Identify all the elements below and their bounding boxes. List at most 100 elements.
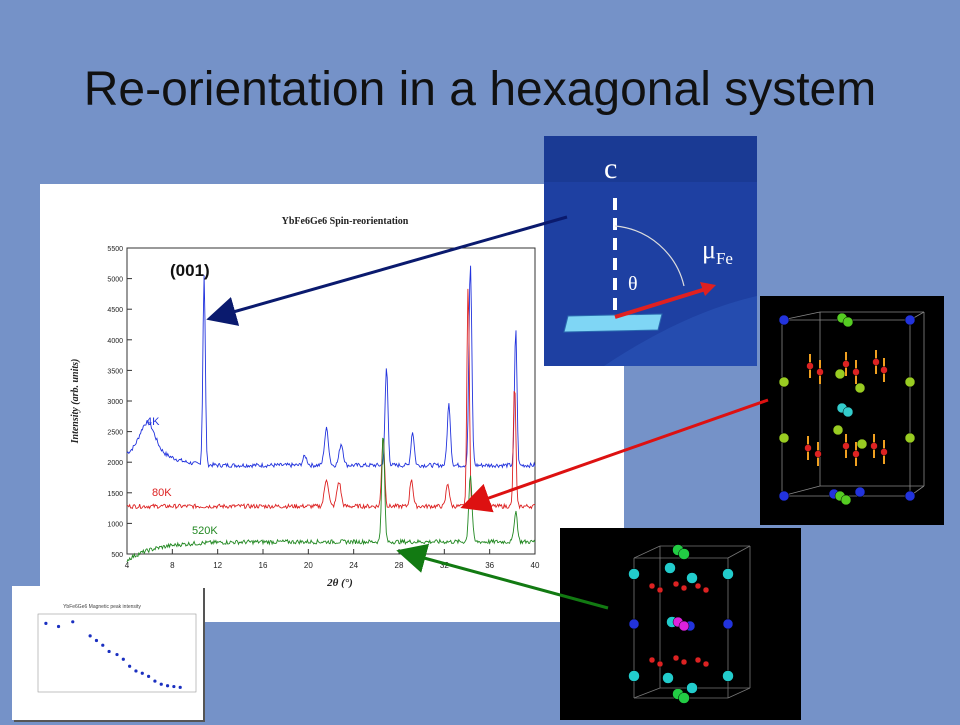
series-layer	[126, 265, 536, 563]
x-tick-label: 32	[440, 561, 449, 570]
series-label-80k: 80K	[152, 487, 172, 499]
atom-cyan	[722, 670, 734, 682]
atom-cyan	[686, 572, 698, 584]
atom-red	[702, 586, 710, 594]
x-tick-label: 4	[125, 561, 130, 570]
x-tick-label: 36	[485, 561, 494, 570]
atom-lime	[904, 432, 916, 444]
atom-green	[842, 316, 854, 328]
atom-red	[872, 358, 880, 366]
series-label-520k: 520K	[192, 525, 218, 537]
mini-point	[147, 674, 151, 678]
atom-red	[816, 368, 824, 376]
mini-point	[44, 621, 48, 625]
atom-cyan	[686, 682, 698, 694]
chart-title: YbFe6Ge6 Spin-reorientation	[282, 216, 409, 227]
diffraction-chart-panel: YbFe6Ge6 Spin-reorientation 500 1000 1500 2…	[40, 184, 624, 622]
inset-swirl	[604, 296, 757, 366]
atom-red	[814, 450, 822, 458]
atom-cyan	[842, 406, 854, 418]
crystal-structure-low-temp	[760, 296, 944, 525]
x-tick-label: 24	[349, 561, 358, 570]
peak-001-annotation: (001)	[170, 261, 210, 280]
atom-blue	[778, 490, 790, 502]
atom-red	[672, 580, 680, 588]
y-tick-label: 2000	[107, 460, 123, 467]
mini-point	[115, 652, 119, 657]
y-tick-label: 3500	[107, 368, 123, 375]
atom-cyan	[662, 672, 674, 684]
mu-fe-label: μFe	[702, 235, 733, 268]
atom-lime	[856, 438, 868, 450]
cell-edge	[633, 687, 661, 699]
cell-edge	[727, 687, 751, 699]
moment-arrow-head	[700, 282, 716, 296]
mini-point	[178, 685, 182, 689]
atom-blue	[854, 486, 866, 498]
atom-lime	[778, 432, 790, 444]
atom-lime	[854, 382, 866, 394]
y-tick-label: 4000	[107, 338, 123, 345]
atom-cyan	[628, 568, 640, 580]
mini-intensity-chart: YbFe6Ge6 Magnetic peak intensity	[37, 604, 197, 693]
atom-red	[680, 658, 688, 666]
mini-point	[153, 679, 157, 683]
series-line-80k	[126, 288, 536, 510]
atom-cyan	[722, 568, 734, 580]
atom-red	[672, 654, 680, 662]
series-line-4k	[126, 265, 536, 469]
inset-top-band	[544, 136, 757, 182]
atom-cyan	[664, 562, 676, 574]
y-tick-label: 5000	[107, 277, 123, 284]
atom-lime	[778, 376, 790, 388]
atom-red	[880, 366, 888, 374]
atom-red	[852, 368, 860, 376]
mini-point	[94, 638, 99, 643]
atom-lime	[904, 376, 916, 388]
atom-red	[880, 448, 888, 456]
mini-intensity-chart-panel: YbFe6Ge6 Magnetic peak intensity	[12, 586, 203, 720]
moment-arrow-shaft	[614, 286, 710, 319]
x-tick-label: 28	[395, 561, 404, 570]
mini-point	[107, 649, 111, 654]
cell-edge	[633, 545, 661, 559]
atom-red	[842, 442, 850, 450]
atom-green	[678, 692, 690, 704]
x-axis-label: 2θ (°)	[326, 577, 353, 589]
atom-red	[806, 362, 814, 370]
atom-lime	[832, 424, 844, 436]
atom-red	[680, 584, 688, 592]
slide-title: Re-orientation in a hexagonal system	[83, 63, 877, 116]
atom-red	[648, 656, 656, 664]
moment-angle-inset: c θ μFe	[544, 136, 757, 366]
x-tick-label: 40	[531, 561, 540, 570]
atom-red	[656, 660, 664, 668]
mini-point	[172, 684, 176, 689]
atom-red	[804, 444, 812, 452]
x-tick-label: 16	[259, 561, 268, 570]
atom-red	[842, 360, 850, 368]
moment-angle-diagram: c θ μFe	[544, 136, 757, 366]
y-tick-label: 5500	[107, 246, 123, 253]
series-line-520k	[126, 437, 536, 563]
x-axis-ticks: 4 8 12 16 20 24 28 32 36 40	[125, 549, 540, 570]
atom-magenta	[678, 620, 690, 632]
x-tick-label: 12	[213, 561, 222, 570]
atom-blue	[628, 618, 640, 630]
cell-edge	[727, 545, 751, 559]
x-tick-label: 8	[170, 561, 175, 570]
atom-red	[656, 586, 664, 594]
atom-blue	[722, 618, 734, 630]
plot-frame	[126, 247, 536, 555]
atom-red	[648, 582, 656, 590]
mini-point	[71, 620, 75, 624]
atom-blue	[904, 314, 916, 326]
atom-red	[702, 660, 710, 668]
c-axis-label: c	[604, 152, 617, 185]
series-label-4k: 4K	[146, 416, 160, 428]
mini-point	[140, 671, 144, 675]
x-tick-label: 20	[304, 561, 313, 570]
angle-arc	[614, 225, 685, 287]
y-tick-label: 4500	[107, 307, 123, 314]
mini-point	[121, 657, 125, 661]
